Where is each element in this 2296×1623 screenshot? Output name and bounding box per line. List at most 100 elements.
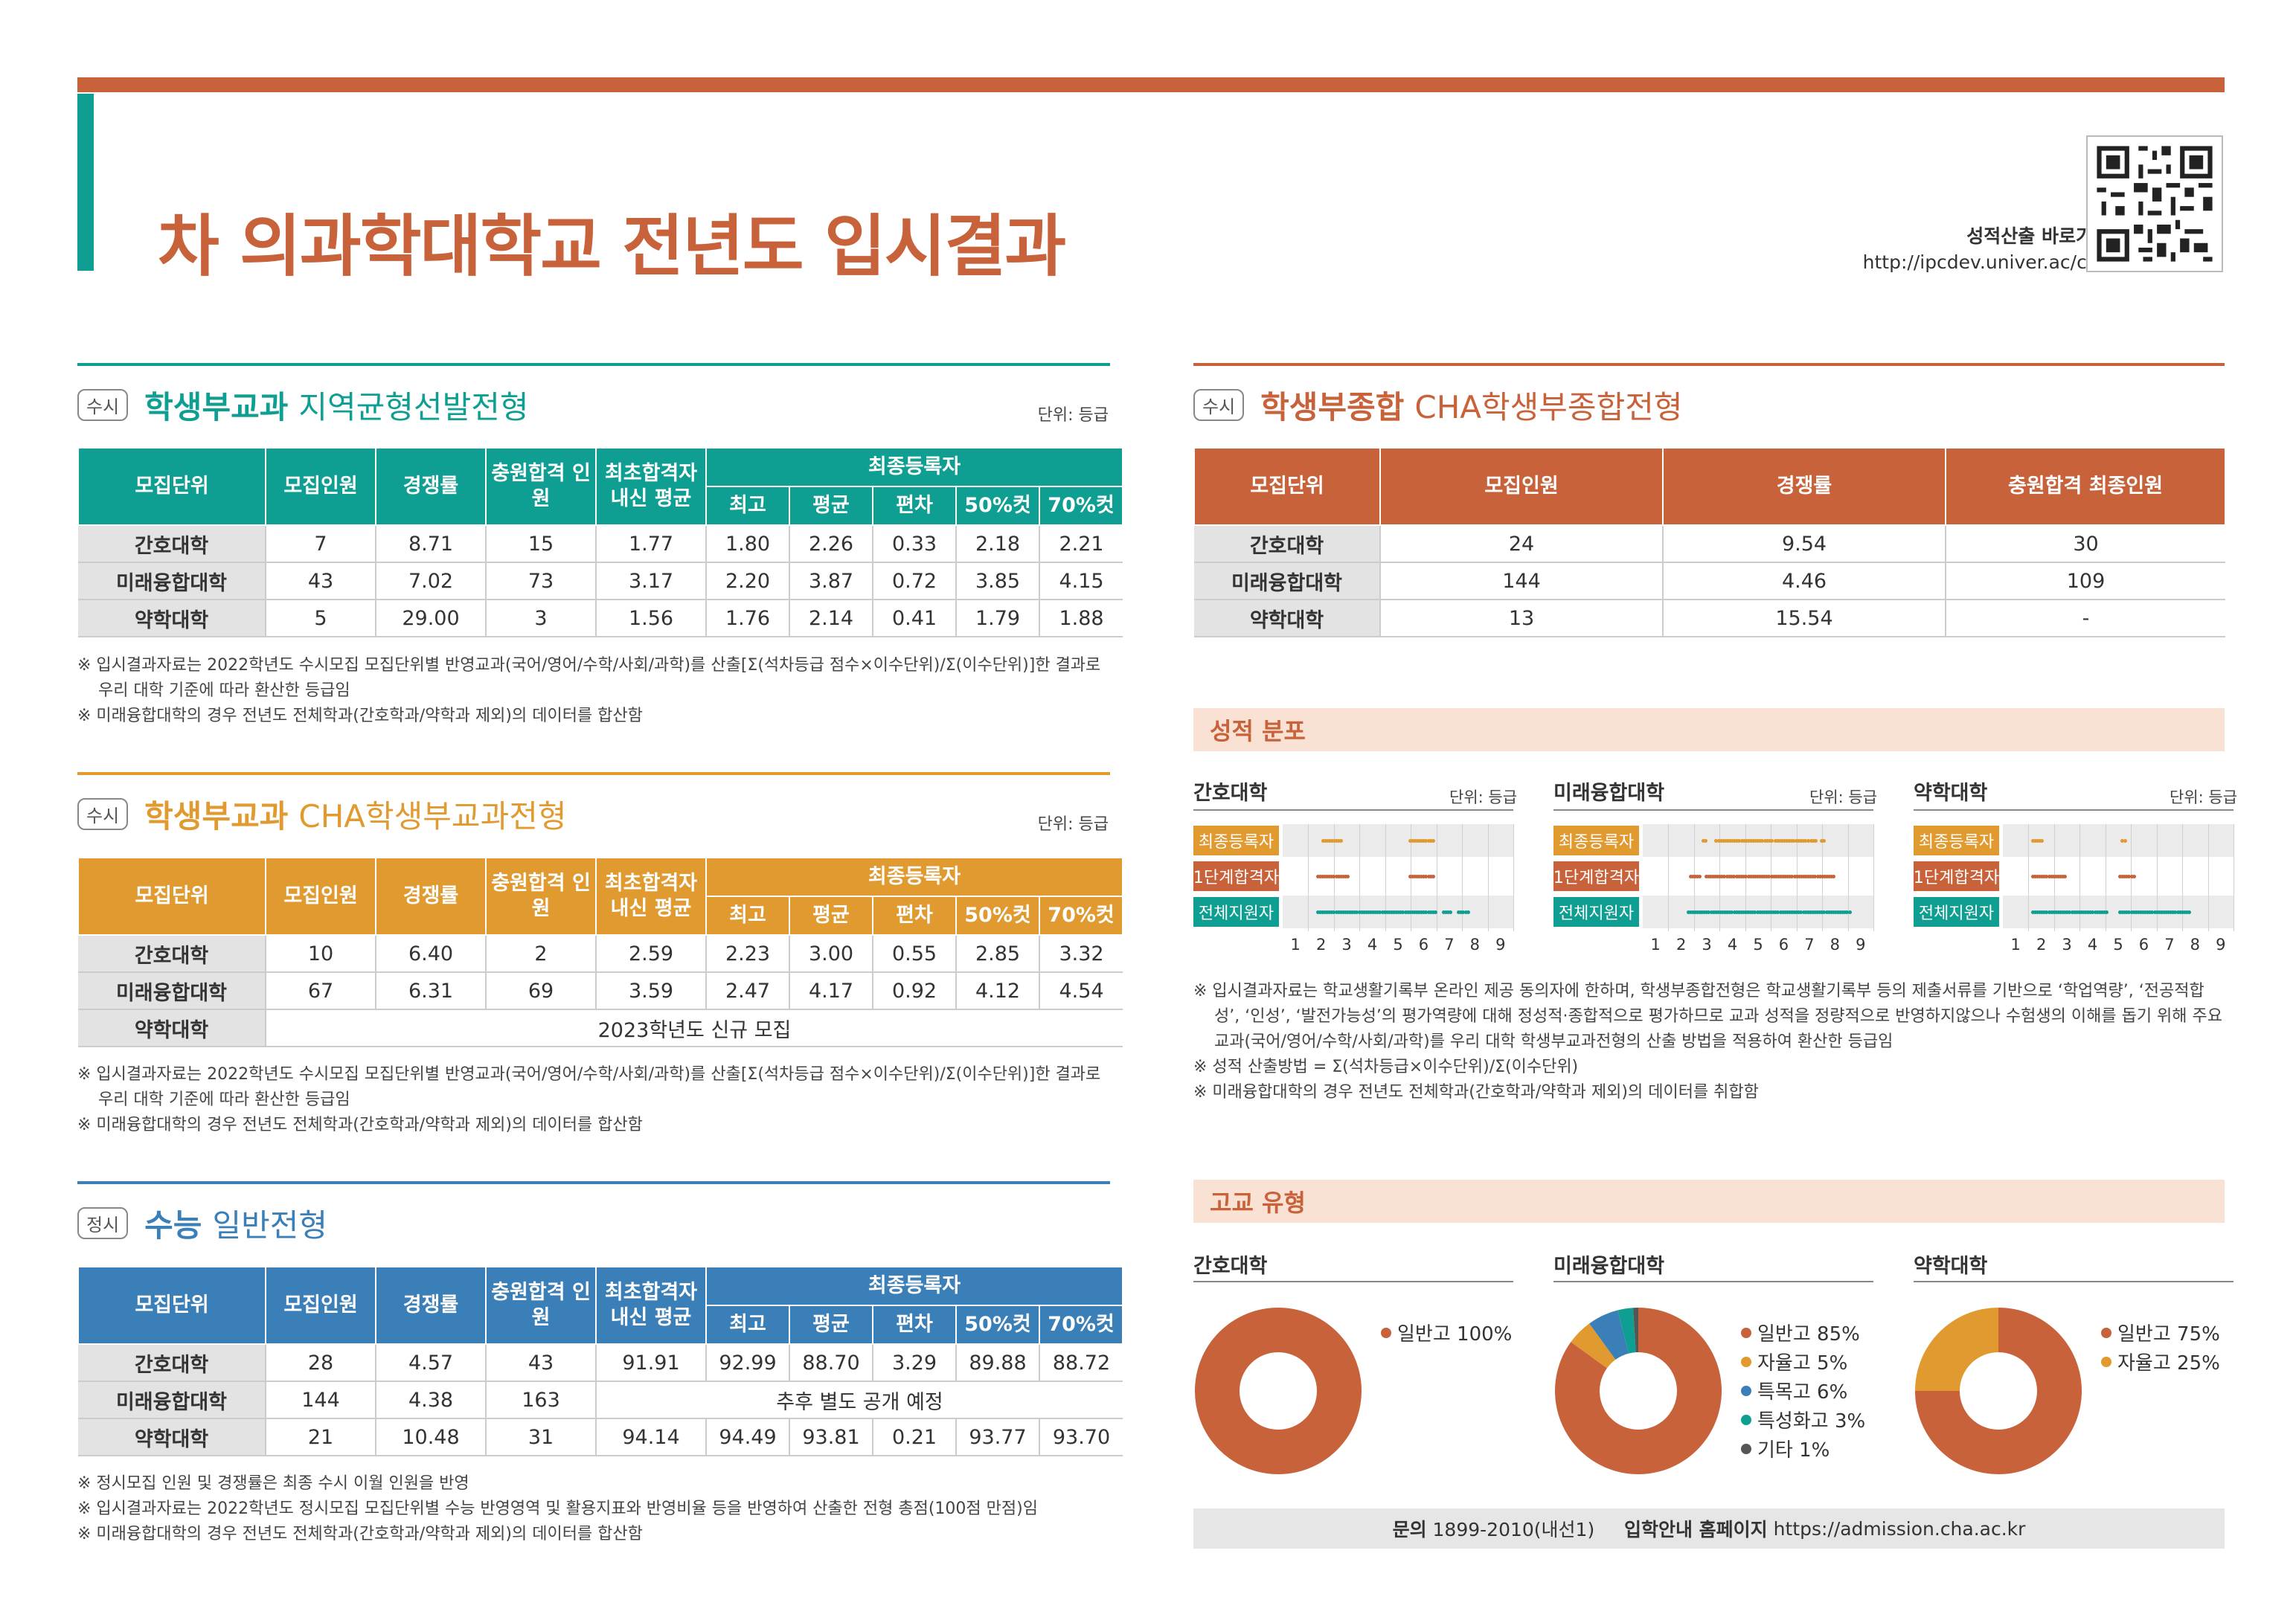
data-point: [1346, 875, 1350, 878]
data-point: [1787, 839, 1792, 843]
table-cell: 0.21: [872, 1418, 956, 1456]
data-point: [2074, 910, 2079, 914]
table-cell: 3: [485, 600, 596, 637]
data-point: [1830, 875, 1834, 878]
data-point: [1696, 875, 1700, 878]
data-point: [1796, 839, 1800, 843]
data-point: [1410, 910, 1414, 914]
data-point: [1748, 875, 1753, 878]
data-point: [2118, 875, 2122, 878]
data-point: [1417, 875, 1422, 878]
data-point: [1315, 875, 1320, 878]
tick-label: 7: [1444, 936, 1455, 954]
data-point: [1827, 910, 1831, 914]
data-point: [1739, 839, 1744, 843]
data-point: [1428, 839, 1433, 843]
data-point: [2051, 875, 2056, 878]
data-point: [2152, 910, 2157, 914]
score-calc-url[interactable]: http://ipcdev.univer.ac/cha: [1862, 251, 2110, 273]
data-point: [1693, 875, 1698, 878]
grid-line: [2028, 824, 2030, 931]
tick-label: 9: [1856, 936, 1866, 954]
plot-stripe: [1283, 824, 1513, 857]
data-point: [1417, 839, 1422, 843]
tick-label: 2: [2036, 936, 2047, 954]
distribution-panel-title: 간호대학: [1193, 782, 1268, 805]
table-cell: 93.77: [955, 1418, 1039, 1456]
tick-label: 2: [1675, 936, 1687, 954]
grid-line: [1385, 824, 1386, 931]
table-row: 약학대학 2023학년도 신규 모집: [78, 1009, 1123, 1047]
distribution-row-label: 1단계합격자: [1193, 861, 1279, 891]
data-point: [2059, 875, 2063, 878]
table-cell: 3.87: [789, 562, 873, 600]
unit-label: 단위: 등급: [1809, 788, 1878, 806]
data-point: [1343, 875, 1347, 878]
data-point: [1806, 839, 1811, 843]
column-header-first-admit-average: 최초합격자 내신 평균: [595, 1266, 707, 1345]
data-point: [1420, 839, 1424, 843]
data-point: [1769, 875, 1774, 878]
inquiry-phone[interactable]: 1899-2010(내선1): [1432, 1519, 1595, 1540]
admission-type-tag: 수시: [77, 389, 129, 421]
data-point: [1333, 839, 1337, 843]
table-cell: 10.48: [375, 1418, 486, 1456]
data-point: [1723, 910, 1728, 914]
homepage-link[interactable]: https://admission.cha.ac.kr: [1773, 1517, 2026, 1540]
tick-label: 6: [2138, 936, 2149, 954]
data-point: [1794, 839, 1798, 843]
data-point: [2091, 910, 2095, 914]
distribution-row-label: 1단계합격자: [1914, 861, 1999, 891]
table-cell: 2.20: [705, 562, 789, 600]
table-cell: 91.91: [595, 1344, 706, 1382]
legend-item: 일반고 75%: [2101, 1318, 2220, 1347]
table-cell: 30: [1945, 525, 2225, 563]
data-point: [1396, 910, 1401, 914]
data-point: [1693, 910, 1697, 914]
note-line: ※ 성적 산출방법 = Σ(석차등급×이수단위)/Σ(이수단위): [1193, 1058, 1579, 1077]
data-point: [1742, 875, 1746, 878]
data-point: [1778, 875, 1783, 878]
column-header-sub: 70%컷: [1038, 1305, 1124, 1345]
distribution-row-label: 최종등록자: [1193, 826, 1279, 855]
data-point: [1725, 875, 1729, 878]
data-point: [1753, 875, 1757, 878]
data-point: [1718, 910, 1722, 914]
table-cell: 2.26: [789, 525, 873, 563]
data-point: [1847, 910, 1852, 914]
legend-item: 일반고 100%: [1381, 1318, 1512, 1347]
data-point: [1719, 839, 1723, 843]
section-divider: [77, 363, 1110, 366]
data-point: [1426, 839, 1431, 843]
tick-label: 3: [1341, 936, 1352, 954]
data-point: [1722, 875, 1727, 878]
qr-code-icon[interactable]: [2086, 135, 2223, 272]
data-point: [1720, 875, 1725, 878]
data-point: [1811, 875, 1815, 878]
table-cell: 7.02: [375, 562, 486, 600]
data-point: [2184, 910, 2189, 914]
data-point: [1424, 839, 1428, 843]
data-point: [1318, 875, 1322, 878]
data-point: [1321, 839, 1325, 843]
data-point: [1382, 910, 1387, 914]
legend-label: 일반고 85%: [1757, 1323, 1860, 1346]
admission-type-tag: 수시: [1193, 389, 1245, 421]
data-point: [1725, 839, 1730, 843]
section-title-light: CHA학생부교과전형: [298, 798, 567, 835]
table-cell: 0.92: [872, 972, 956, 1010]
data-point: [1806, 910, 1810, 914]
column-header-sub: 최고: [705, 486, 790, 526]
tick-label: 6: [1778, 936, 1789, 954]
column-header-first-admit-average: 최초합격자 내신 평균: [595, 857, 707, 936]
panel-rule: [1914, 809, 2234, 811]
table-cell: 미래융합대학: [78, 562, 266, 600]
data-point: [2079, 910, 2083, 914]
data-point: [2141, 910, 2145, 914]
data-point: [2171, 910, 2175, 914]
unit-label: 단위: 등급: [1037, 406, 1109, 425]
data-point: [1689, 875, 1693, 878]
table-cell: 15.54: [1662, 600, 1946, 637]
data-point: [2042, 910, 2047, 914]
data-point: [1428, 875, 1433, 878]
